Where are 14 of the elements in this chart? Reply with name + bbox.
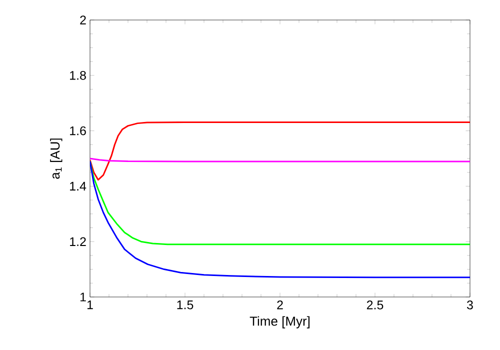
x-axis-title: Time [Myr] (250, 316, 310, 328)
x-tick-label: 1 (87, 300, 93, 310)
y-tick-label: 1.6 (70, 126, 86, 136)
y-tick-label: 2 (80, 16, 86, 24)
x-tick-label: 1.5 (177, 300, 194, 310)
y-axis-title: a$_{1}$ [AU] (50, 138, 62, 179)
y-tick-label: 1.8 (70, 70, 86, 80)
x-tick-label: 3 (466, 300, 473, 310)
x-tick-label: 2 (277, 300, 283, 310)
y-tick-label: 1.4 (70, 182, 86, 190)
line-series (90, 160, 470, 278)
y-tick-label: 1.2 (70, 237, 86, 246)
y-tick-label: 1 (80, 292, 86, 302)
x-tick-label: 2.5 (366, 300, 384, 310)
